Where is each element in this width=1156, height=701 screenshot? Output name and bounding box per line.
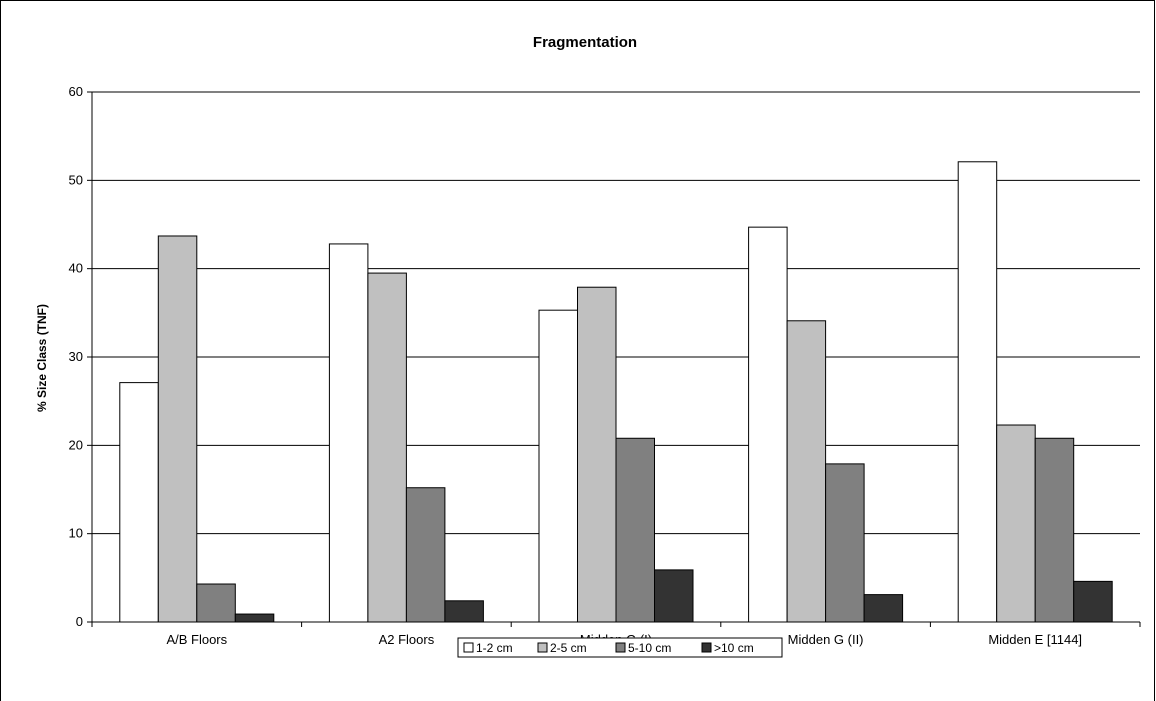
legend-label: 1-2 cm (476, 641, 513, 655)
legend-label: 2-5 cm (550, 641, 587, 655)
legend-swatch (615, 642, 626, 653)
y-axis-label: % Size Class (TNF) (35, 304, 49, 412)
x-tick-label: A/B Floors (166, 632, 227, 647)
bar (615, 437, 655, 623)
bar (444, 600, 484, 623)
bar (234, 613, 275, 623)
bar (328, 243, 369, 623)
bar (577, 286, 617, 623)
bar (119, 382, 159, 623)
legend: 1-2 cm 2-5 cm 5-10 cm >10 cm (457, 637, 783, 658)
legend-swatch (537, 642, 548, 653)
bars (119, 161, 1113, 623)
bar (748, 226, 788, 623)
chart-title: Fragmentation (533, 34, 637, 51)
legend-swatch (463, 642, 474, 653)
bar (538, 309, 578, 623)
legend-label: >10 cm (714, 641, 754, 655)
y-tick-label: 0 (76, 614, 83, 629)
x-tick-label: Midden G (II) (788, 632, 864, 647)
bar (1034, 437, 1075, 623)
bar (405, 487, 446, 623)
bar (196, 583, 236, 623)
bar (825, 463, 865, 623)
y-tick-label: 30 (69, 349, 83, 364)
legend-swatch (701, 642, 712, 653)
y-tick-label: 60 (69, 84, 83, 99)
y-tick-label: 10 (69, 526, 83, 541)
y-tick-label: 50 (69, 172, 83, 187)
bar (786, 320, 827, 623)
bar (957, 161, 998, 623)
legend-label: 5-10 cm (628, 641, 671, 655)
bar (367, 272, 407, 623)
axes: 0 10 20 30 40 50 60 A/B Floors A2 Floors Midden G… (69, 84, 1141, 647)
y-tick-label: 40 (69, 261, 83, 276)
bar (654, 569, 694, 623)
bar (1073, 580, 1113, 623)
bar (157, 235, 198, 623)
y-tick-label: 20 (69, 437, 83, 452)
bar (863, 594, 904, 623)
bar (996, 424, 1036, 623)
x-tick-label: Midden E [1144] (988, 632, 1082, 647)
x-tick-label: A2 Floors (379, 632, 435, 647)
